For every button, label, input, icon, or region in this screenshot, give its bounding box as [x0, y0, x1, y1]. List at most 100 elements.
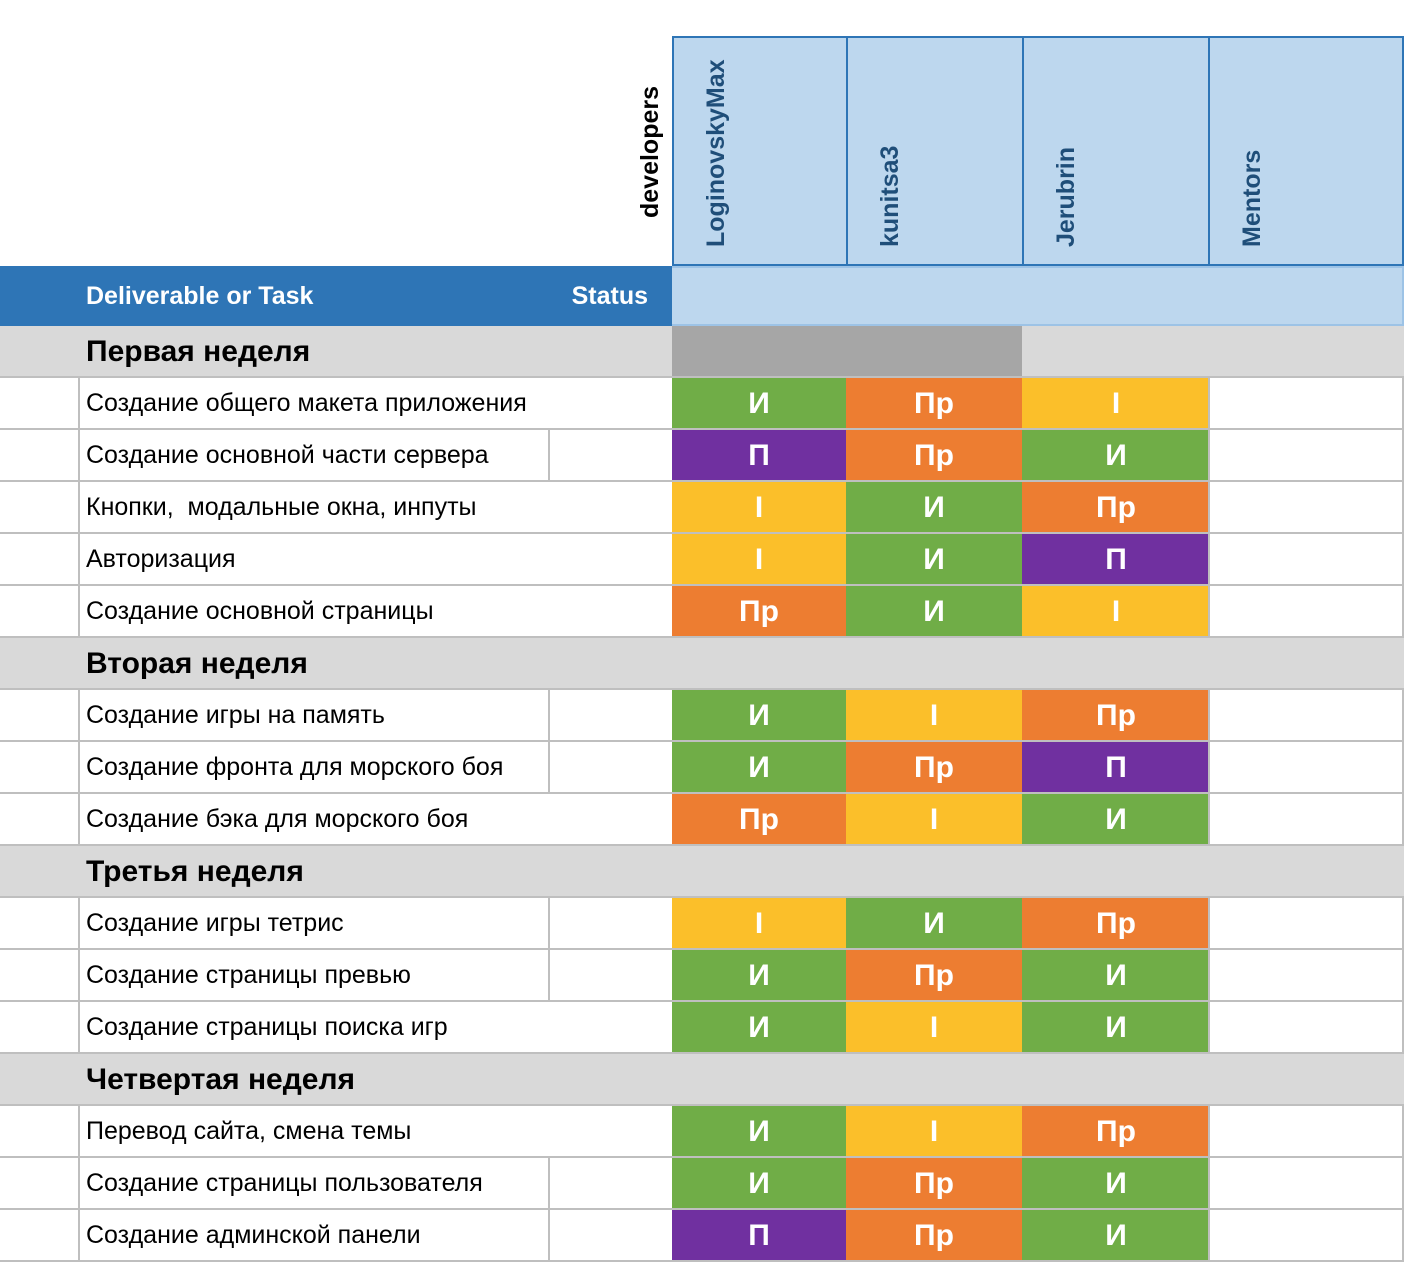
assignment-cell[interactable]: П — [1022, 742, 1210, 792]
assignment-cell[interactable]: И — [1022, 1158, 1210, 1208]
row-divider — [78, 1002, 80, 1052]
task-name: Создание страницы превью — [86, 961, 411, 989]
assignment-cell[interactable]: I — [846, 794, 1022, 844]
week-header-row: Вторая неделя — [0, 638, 1404, 690]
mentor-cell[interactable] — [1208, 1002, 1404, 1052]
assignment-cell[interactable]: I — [672, 534, 846, 584]
status-divider — [548, 430, 550, 480]
status-divider — [548, 1210, 550, 1260]
table-row[interactable]: Создание общего макета приложения И Пр I — [0, 378, 1404, 430]
assignment-cell[interactable]: Пр — [846, 378, 1022, 428]
assignment-cell[interactable]: I — [846, 1002, 1022, 1052]
table-row[interactable]: Авторизация I И П — [0, 534, 1404, 586]
mentor-cell[interactable] — [1208, 586, 1404, 636]
row-divider — [78, 742, 80, 792]
assignment-cell[interactable]: И — [846, 586, 1022, 636]
assignment-cell[interactable]: Пр — [846, 1210, 1022, 1260]
table-row[interactable]: Создание фронта для морского боя И Пр П — [0, 742, 1404, 794]
assignment-cell[interactable]: И — [1022, 430, 1210, 480]
table-row[interactable]: Кнопки, модальные окна, инпуты I И Пр — [0, 482, 1404, 534]
column-header-kunitsa3[interactable]: kunitsa3 — [846, 36, 1024, 266]
assignment-cell[interactable]: И — [846, 482, 1022, 532]
assignment-cell[interactable]: Пр — [846, 742, 1022, 792]
table-row[interactable]: Создание страницы превью И Пр И — [0, 950, 1404, 1002]
assignment-cell[interactable]: I — [1022, 586, 1210, 636]
assignment-cell[interactable]: И — [1022, 950, 1210, 1000]
mentor-cell[interactable] — [1208, 742, 1404, 792]
assignment-cell[interactable]: П — [672, 1210, 846, 1260]
task-name: Создание общего макета приложения — [86, 389, 527, 417]
column-header-label: Mentors — [1238, 149, 1266, 247]
column-header-label: Jerubrin — [1052, 146, 1080, 247]
mentor-cell[interactable] — [1208, 794, 1404, 844]
task-name: Создание игры на память — [86, 701, 385, 729]
assignment-cell[interactable]: Пр — [1022, 898, 1210, 948]
week-header-row: Первая неделя — [0, 326, 1404, 378]
assignment-cell[interactable]: Пр — [1022, 1106, 1210, 1156]
assignment-cell[interactable]: Пр — [1022, 690, 1210, 740]
assignment-cell[interactable]: I — [846, 1106, 1022, 1156]
status-divider — [548, 1158, 550, 1208]
mentor-cell[interactable] — [1208, 534, 1404, 584]
assignment-cell[interactable]: И — [1022, 1210, 1210, 1260]
assignment-cell[interactable]: I — [672, 482, 846, 532]
assignment-cell[interactable]: И — [672, 378, 846, 428]
table-row[interactable]: Создание основной части сервера П Пр И — [0, 430, 1404, 482]
task-column-header: Deliverable or Task — [86, 282, 314, 310]
status-divider — [548, 898, 550, 948]
table-header-bar: Deliverable or Task Status — [0, 266, 672, 326]
column-header-jerubrin[interactable]: Jerubrin — [1022, 36, 1210, 266]
table-row[interactable]: Создание страницы пользователя И Пр И — [0, 1158, 1404, 1210]
table-row[interactable]: Создание основной страницы Пр И I — [0, 586, 1404, 638]
mentor-cell[interactable] — [1208, 482, 1404, 532]
mentor-cell[interactable] — [1208, 950, 1404, 1000]
assignment-cell[interactable]: Пр — [672, 794, 846, 844]
task-name: Создание страницы пользователя — [86, 1169, 483, 1197]
table-row[interactable]: Создание бэка для морского боя Пр I И — [0, 794, 1404, 846]
table-row[interactable]: Перевод сайта, смена темы И I Пр — [0, 1106, 1404, 1158]
assignment-cell[interactable]: Пр — [846, 950, 1022, 1000]
assignment-cell[interactable]: Пр — [846, 430, 1022, 480]
assignment-cell[interactable]: И — [846, 898, 1022, 948]
assignment-cell[interactable]: Пр — [1022, 482, 1210, 532]
mentor-cell[interactable] — [1208, 430, 1404, 480]
assignment-cell[interactable]: И — [672, 1106, 846, 1156]
table-row[interactable]: Создание страницы поиска игр И I И — [0, 1002, 1404, 1054]
assignment-cell[interactable]: И — [672, 1158, 846, 1208]
row-divider — [78, 1210, 80, 1260]
assignment-cell[interactable]: И — [672, 690, 846, 740]
row-divider — [78, 430, 80, 480]
assignment-cell[interactable]: I — [672, 898, 846, 948]
assignment-cell[interactable]: Пр — [846, 1158, 1022, 1208]
mentor-cell[interactable] — [1208, 1106, 1404, 1156]
row-divider — [78, 1106, 80, 1156]
assignment-cell[interactable]: И — [1022, 1002, 1210, 1052]
assignment-cell[interactable]: I — [1022, 378, 1210, 428]
column-header-loginovskymax[interactable]: LoginovskyMax — [672, 36, 848, 266]
row-divider — [78, 586, 80, 636]
table-row[interactable]: Создание игры на память И I Пр — [0, 690, 1404, 742]
assignment-cell[interactable]: I — [846, 690, 1022, 740]
week-header-row: Четвертая неделя — [0, 1054, 1404, 1106]
assignment-cell[interactable]: И — [846, 534, 1022, 584]
week-header-row: Третья неделя — [0, 846, 1404, 898]
table-row[interactable]: Создание админской панели П Пр И — [0, 1210, 1404, 1262]
assignment-cell[interactable]: И — [1022, 794, 1210, 844]
table-row[interactable]: Создание игры тетрис I И Пр — [0, 898, 1404, 950]
column-header-mentors[interactable]: Mentors — [1208, 36, 1404, 266]
week-title: Первая неделя — [86, 335, 311, 368]
mentor-cell[interactable] — [1208, 1210, 1404, 1260]
mentor-cell[interactable] — [1208, 898, 1404, 948]
assignment-cell[interactable]: П — [1022, 534, 1210, 584]
assignment-cell[interactable]: И — [672, 1002, 846, 1052]
task-name: Создание бэка для морского боя — [86, 805, 469, 833]
mentor-cell[interactable] — [1208, 690, 1404, 740]
mentor-cell[interactable] — [1208, 378, 1404, 428]
assignment-cell[interactable]: И — [672, 742, 846, 792]
mentor-cell[interactable] — [1208, 1158, 1404, 1208]
assignment-cell[interactable]: П — [672, 430, 846, 480]
assignment-cell[interactable]: И — [672, 950, 846, 1000]
assignment-cell[interactable]: Пр — [672, 586, 846, 636]
developer-header-band — [672, 266, 1404, 326]
